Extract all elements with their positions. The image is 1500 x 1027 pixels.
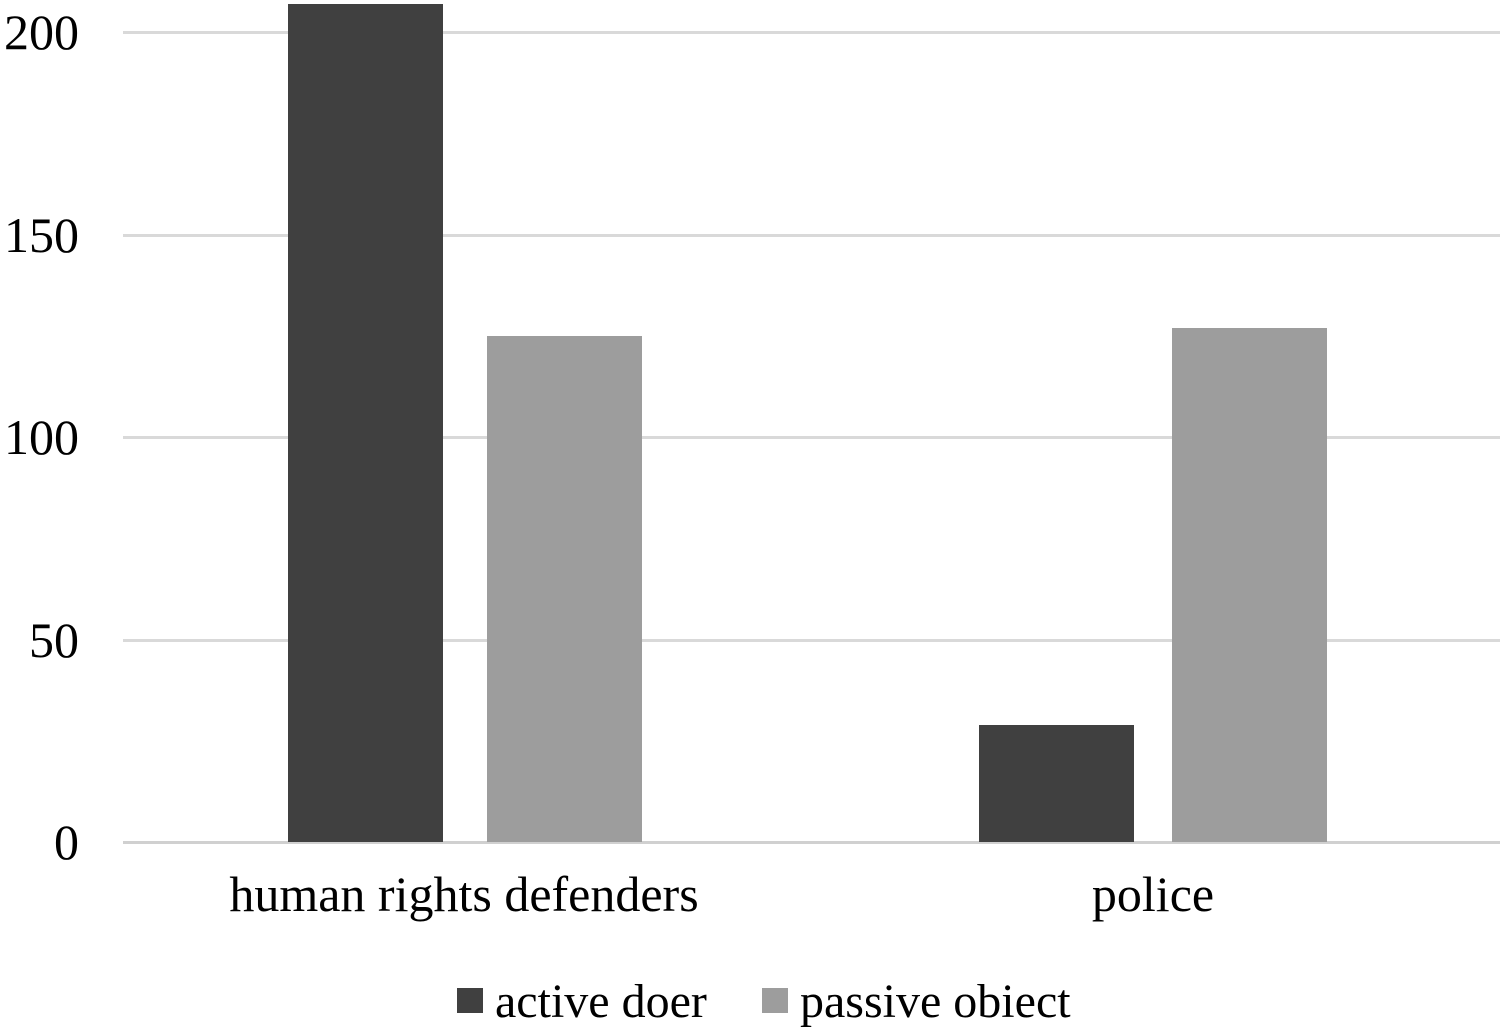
category-label-human-rights-defenders: human rights defenders xyxy=(229,866,699,922)
bar-police-passive-obiect xyxy=(1172,327,1327,842)
bar-human-rights-defenders-passive-obiect xyxy=(487,335,642,842)
x-axis-line xyxy=(123,841,1500,844)
legend-swatch-active-doer xyxy=(457,988,483,1013)
category-label-police: police xyxy=(1091,866,1215,922)
gridline-200 xyxy=(123,31,1500,34)
bar-police-active-doer xyxy=(979,724,1134,842)
gridline-50 xyxy=(123,638,1500,642)
y-tick-label-200: 200 xyxy=(4,4,79,60)
y-tick-label-150: 150 xyxy=(4,206,79,263)
bar-human-rights-defenders-active-doer xyxy=(288,3,443,842)
y-tick-label-50: 50 xyxy=(29,611,79,668)
legend-label-passive-obiect: passive obiect xyxy=(800,975,1071,1027)
gridline-100 xyxy=(123,436,1500,439)
legend-swatch-passive-obiect xyxy=(762,988,788,1013)
y-tick-label-0: 0 xyxy=(54,814,79,870)
legend-label-active-doer: active doer xyxy=(495,975,707,1027)
gridline-150 xyxy=(123,233,1500,237)
y-tick-label-100: 100 xyxy=(4,409,79,465)
